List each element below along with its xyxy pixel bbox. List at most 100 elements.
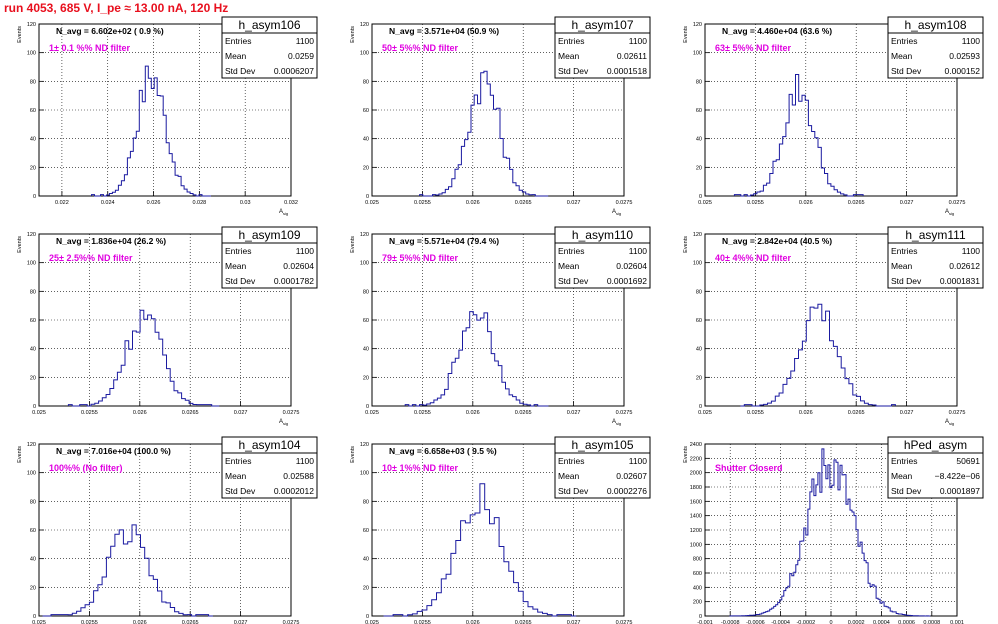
stats-key: Std Dev <box>558 276 589 286</box>
x-tick-label: 0.026 <box>799 410 813 416</box>
stats-key: Entries <box>891 456 917 466</box>
stats-key: Std Dev <box>225 276 256 286</box>
stats-box: h_asym108 Entries 1100 Mean 0.02593 Std Dev 0.… <box>887 16 984 79</box>
x-axis-title-sub: sig <box>616 421 621 426</box>
x-tick-label: 0.0265 <box>515 620 532 624</box>
y-tick-label: 80 <box>696 289 702 295</box>
stats-box: h_asym111 Entries 1100 Mean 0.02612 Std Dev 0.… <box>887 226 984 289</box>
y-tick-label: 40 <box>696 347 702 353</box>
x-tick-label: -0.0004 <box>771 620 790 624</box>
x-tick-label: 0.0275 <box>949 200 966 206</box>
stats-value: 1100 <box>629 456 648 466</box>
y-tick-label: 20 <box>363 165 369 171</box>
stats-key: Mean <box>891 471 913 481</box>
x-tick-label: 0.0265 <box>848 200 865 206</box>
x-axis-title: A <box>279 419 283 425</box>
y-tick-label: 40 <box>363 557 369 563</box>
y-tick-label: 1200 <box>690 528 702 534</box>
x-tick-label: 0.025 <box>365 620 379 624</box>
stats-box-frame <box>554 436 651 499</box>
y-tick-label: 60 <box>696 318 702 324</box>
y-tick-label: 2000 <box>690 471 702 477</box>
y-tick-label: 0 <box>699 404 702 410</box>
x-tick-label: 0.026 <box>466 200 480 206</box>
y-tick-label: 100 <box>27 261 36 267</box>
x-tick-label: 0.026 <box>133 620 147 624</box>
x-tick-label: 0.0265 <box>182 410 199 416</box>
stats-value: 1100 <box>962 36 981 46</box>
stats-key: Std Dev <box>558 486 589 496</box>
stats-value: 0.02604 <box>283 261 314 271</box>
y-tick-label: 100 <box>27 471 36 477</box>
x-tick-label: 0.0265 <box>182 620 199 624</box>
filter-annotation: Shutter Closerd <box>715 463 783 473</box>
histogram-panel-h_asym106: 0.022 0.024 0.026 0.028 0.03 0.032 0 20 40 60 80 10… <box>17 16 318 216</box>
y-tick-label: 60 <box>30 318 36 324</box>
y-tick-label: 20 <box>30 585 36 591</box>
x-tick-label: 0.0006 <box>898 620 915 624</box>
y-tick-label: 0 <box>33 404 36 410</box>
filter-annotation: 1± 0.1 %% ND filter <box>49 43 130 53</box>
stats-value: 1100 <box>296 456 315 466</box>
y-tick-label: 0 <box>366 404 369 410</box>
y-tick-label: 400 <box>693 585 702 591</box>
y-tick-label: 80 <box>363 79 369 85</box>
stats-box: h_asym105 Entries 1100 Mean 0.02607 Std Dev 0.… <box>554 436 651 499</box>
y-tick-label: 60 <box>363 528 369 534</box>
x-axis-title-sub: sig <box>949 421 954 426</box>
filter-annotation: 79± 5%% ND filter <box>382 253 458 263</box>
histogram-panel-h_asym109: 0.025 0.0255 0.026 0.0265 0.027 0.0275 0 20 40 60… <box>17 226 318 426</box>
y-tick-label: 1600 <box>690 499 702 505</box>
histogram-line <box>42 524 213 617</box>
stats-key: Mean <box>891 51 913 61</box>
y-tick-label: 40 <box>696 137 702 143</box>
x-tick-label: 0.001 <box>950 620 964 624</box>
x-tick-label: 0.025 <box>32 410 46 416</box>
y-tick-label: 0 <box>366 614 369 620</box>
x-tick-label: 0.0265 <box>515 200 532 206</box>
histogram-name: hPed_asym <box>904 438 967 452</box>
histogram-line <box>729 448 931 617</box>
y-axis-title: Events <box>17 446 23 463</box>
x-tick-label: 0.0255 <box>747 200 764 206</box>
x-tick-label: 0.026 <box>147 200 161 206</box>
x-tick-label: 0.0265 <box>515 410 532 416</box>
stats-key: Std Dev <box>225 486 256 496</box>
stats-value: 50691 <box>956 456 980 466</box>
stats-box-frame <box>887 16 984 79</box>
histogram-line <box>419 70 549 197</box>
x-tick-label: 0.026 <box>466 620 480 624</box>
stats-value: 0.02611 <box>617 51 647 61</box>
x-tick-label: 0.028 <box>192 200 206 206</box>
histogram-name: h_asym104 <box>238 438 300 452</box>
y-tick-label: 80 <box>30 79 36 85</box>
y-axis-title: Events <box>683 236 689 253</box>
y-tick-label: 0 <box>699 194 702 200</box>
stats-key: Std Dev <box>891 486 922 496</box>
stats-value: 1100 <box>296 246 315 256</box>
x-tick-label: 0.0275 <box>283 410 300 416</box>
y-tick-label: 0 <box>366 194 369 200</box>
x-tick-label: 0.0255 <box>81 620 98 624</box>
stats-key: Entries <box>225 456 251 466</box>
y-tick-label: 40 <box>363 137 369 143</box>
stats-key: Mean <box>558 471 580 481</box>
x-tick-label: 0.025 <box>32 620 46 624</box>
y-tick-label: 20 <box>30 165 36 171</box>
stats-key: Entries <box>558 456 584 466</box>
x-tick-label: 0.027 <box>234 620 248 624</box>
stats-value: 0.0002276 <box>607 486 647 496</box>
y-axis-title: Events <box>350 26 356 43</box>
x-tick-label: 0.0255 <box>414 200 431 206</box>
stats-key: Entries <box>225 246 251 256</box>
x-axis-title-sub: sig <box>283 211 288 216</box>
y-tick-label: 60 <box>30 108 36 114</box>
y-tick-label: 100 <box>360 471 369 477</box>
stats-box: h_asym106 Entries 1100 Mean 0.0259 Std Dev 0.0… <box>221 16 318 79</box>
filter-annotation: 40± 4%% ND filter <box>715 253 791 263</box>
y-tick-label: 20 <box>30 375 36 381</box>
histogram-line <box>404 311 549 407</box>
x-tick-label: 0.0008 <box>923 620 940 624</box>
y-tick-label: 1800 <box>690 485 702 491</box>
y-tick-label: 100 <box>360 51 369 57</box>
